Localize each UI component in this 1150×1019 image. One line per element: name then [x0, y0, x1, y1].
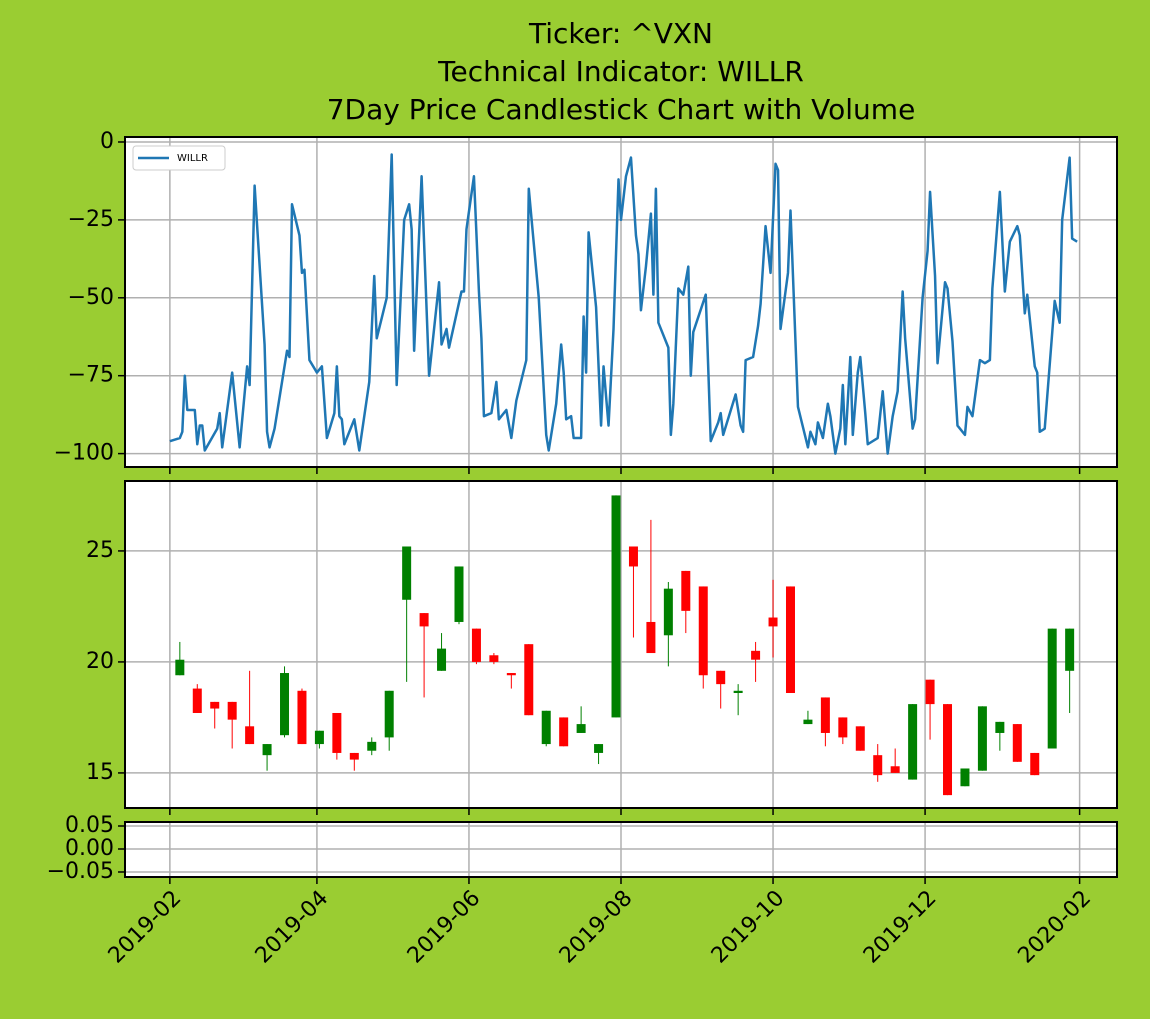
candle-body — [1065, 628, 1075, 671]
candle-body — [576, 724, 586, 733]
chart-title: Ticker: ^VXN — [528, 17, 713, 50]
candle-body — [977, 706, 987, 771]
candle-body — [245, 726, 255, 745]
candle-body — [471, 628, 481, 662]
y-tick-label: −75 — [68, 363, 114, 388]
candle-body — [943, 704, 953, 796]
y-tick-label: −50 — [68, 285, 114, 310]
y-tick-label: 25 — [86, 538, 114, 563]
y-tick-label: 15 — [86, 760, 114, 785]
candle-body — [785, 586, 795, 694]
legend-box — [132, 145, 226, 171]
candle-body — [506, 673, 516, 676]
candle-body — [210, 701, 220, 709]
candle-body — [541, 710, 551, 745]
candle-body — [838, 717, 848, 738]
candle-body — [175, 659, 185, 676]
candle-body — [227, 701, 237, 720]
y-tick-label: 0 — [100, 129, 114, 154]
candle-body — [280, 673, 290, 736]
candle-body — [960, 768, 970, 787]
candle-body — [349, 752, 359, 760]
candle-body — [332, 712, 342, 753]
candle-body — [262, 744, 272, 756]
candle-body — [489, 655, 499, 662]
candle-body — [820, 697, 830, 733]
candle-body — [663, 588, 673, 636]
candle-body — [890, 766, 900, 773]
y-tick-label: 0.00 — [65, 836, 114, 861]
candle-body — [751, 650, 761, 660]
line-series — [169, 153, 1078, 455]
candle-body — [559, 717, 569, 747]
candle-body — [611, 495, 621, 718]
candle-body — [437, 648, 447, 671]
candle-body — [855, 726, 865, 751]
y-tick-label: −0.05 — [47, 859, 114, 884]
y-tick-label: −25 — [68, 207, 114, 232]
candle-body — [192, 688, 202, 713]
candle-body — [681, 570, 691, 611]
candle-body — [594, 744, 604, 753]
chart-title: Technical Indicator: WILLR — [437, 55, 804, 88]
legend-label: WILLR — [177, 153, 208, 164]
candle-body — [698, 586, 708, 676]
candle-body — [995, 721, 1005, 733]
candle-body — [628, 546, 638, 567]
plot-frame — [124, 480, 1118, 809]
candle-body — [803, 719, 813, 725]
candle-body — [925, 679, 935, 705]
candle-body — [402, 546, 412, 600]
plot-frame — [124, 821, 1118, 878]
candle-body — [314, 730, 324, 745]
candle-body — [1030, 752, 1040, 776]
plot-frame — [124, 136, 1118, 468]
candle-body — [768, 617, 778, 627]
candle-body — [1047, 628, 1057, 749]
candle-body — [419, 613, 429, 627]
candle-body — [384, 690, 394, 738]
y-tick-label: 0.05 — [65, 813, 114, 838]
candle-body — [646, 621, 656, 654]
candle-body — [908, 704, 918, 780]
y-tick-label: 20 — [86, 649, 114, 674]
candle-body — [1012, 724, 1022, 762]
candle-body — [454, 566, 464, 622]
y-tick-label: −100 — [54, 441, 114, 466]
candle-body — [524, 644, 534, 716]
candle-body — [297, 690, 307, 745]
chart-title: 7Day Price Candlestick Chart with Volume — [327, 93, 916, 126]
candle-body — [733, 690, 743, 694]
candle-body — [716, 670, 726, 685]
candle-body — [367, 741, 377, 751]
candle-body — [873, 755, 883, 776]
